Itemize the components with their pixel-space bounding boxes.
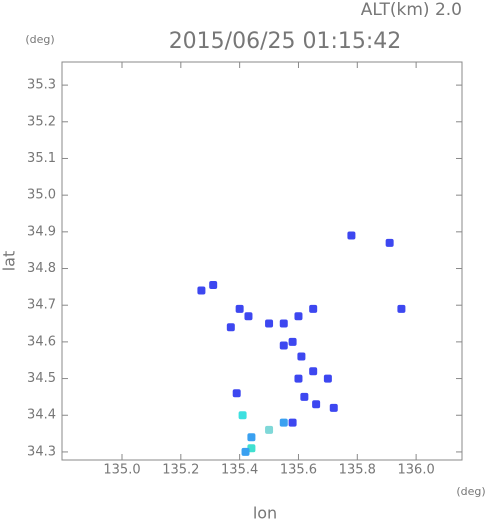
echo	[279, 319, 288, 328]
echo	[241, 447, 250, 456]
x-tick-label: 135.6	[280, 463, 317, 478]
echo	[265, 319, 274, 328]
echo	[288, 337, 297, 346]
echo	[279, 418, 288, 427]
echo	[209, 281, 218, 290]
y-tick-label: 34.3	[27, 444, 56, 459]
echo	[323, 374, 332, 383]
echo	[238, 411, 247, 420]
echo	[265, 425, 274, 434]
echo	[329, 403, 338, 412]
y-tick-label: 34.5	[27, 371, 56, 386]
y-tick-label: 34.6	[27, 334, 56, 349]
echo	[385, 238, 394, 247]
echo	[279, 341, 288, 350]
x-unit: (deg)	[456, 485, 485, 498]
x-axis-label: lon	[253, 504, 277, 521]
y-tick-label: 35.1	[27, 151, 56, 166]
echo	[297, 352, 306, 361]
x-tick-label: 135.4	[221, 463, 258, 478]
echo	[247, 433, 256, 442]
echo	[197, 286, 206, 295]
y-tick-label: 35.2	[27, 114, 56, 129]
echo	[309, 367, 318, 376]
y-tick-label: 35.3	[27, 78, 56, 93]
echo	[226, 323, 235, 332]
echo	[347, 231, 356, 240]
y-tick-label: 34.4	[27, 408, 56, 423]
echo	[312, 400, 321, 409]
echo	[294, 374, 303, 383]
echo	[294, 312, 303, 321]
plot-frame	[61, 61, 463, 461]
echo	[235, 304, 244, 313]
x-tick-label: 135.8	[339, 463, 376, 478]
y-tick-label: 34.8	[27, 261, 56, 276]
echo	[232, 389, 241, 398]
echo	[288, 418, 297, 427]
y-tick-label: 34.9	[27, 224, 56, 239]
x-tick-label: 136.0	[398, 463, 435, 478]
x-tick-label: 135.2	[162, 463, 199, 478]
chart-subtitle: ALT(km) 2.0	[361, 0, 462, 20]
y-unit: (deg)	[25, 33, 54, 46]
echo	[300, 392, 309, 401]
y-tick-label: 34.7	[27, 298, 56, 313]
x-tick-label: 135.0	[103, 463, 140, 478]
y-tick-label: 35.0	[27, 188, 56, 203]
y-axis-label: lat	[0, 251, 19, 272]
chart-title: 2015/06/25 01:15:42	[169, 29, 402, 54]
echo	[397, 304, 406, 313]
echo	[309, 304, 318, 313]
echo	[244, 312, 253, 321]
